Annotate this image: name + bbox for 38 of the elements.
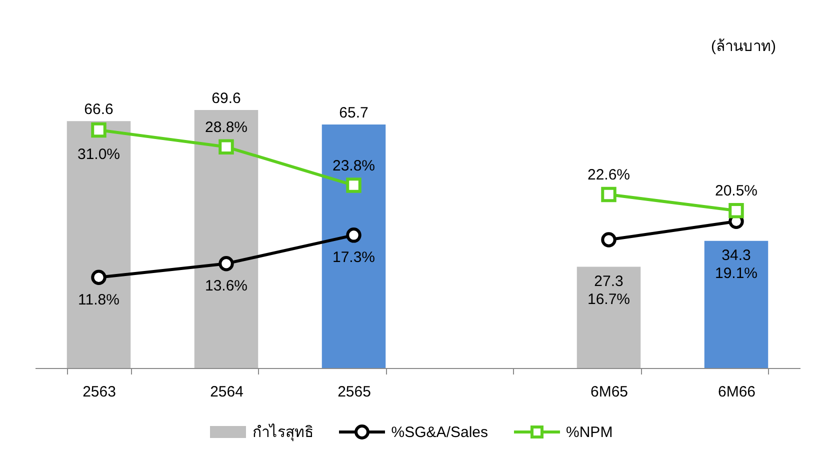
point: [91, 122, 106, 138]
data-label: 65.7: [339, 104, 368, 122]
data-label: 20.5%: [714, 182, 758, 200]
data-label: 13.6%: [204, 278, 248, 295]
bar: [576, 266, 641, 368]
data-label: 66.6: [84, 101, 114, 118]
data-label: 16.7%: [587, 290, 630, 308]
data-label: 28.8%: [204, 118, 248, 136]
data-label: 31.0%: [77, 146, 120, 163]
data-label: 69.6: [212, 90, 241, 107]
x-tick-label: 2564: [210, 384, 244, 400]
data-label: 19.1%: [714, 264, 758, 282]
data-label: 34.3: [722, 246, 751, 264]
data-label: 11.8%: [78, 291, 120, 308]
data-label: 27.3: [594, 272, 624, 290]
bar: [322, 124, 386, 368]
point: [218, 256, 234, 272]
data-label: 23.8%: [332, 157, 376, 174]
point: [218, 139, 234, 155]
point: [346, 228, 362, 243]
point: [346, 178, 362, 193]
point: [728, 202, 744, 218]
x-tick-label: 2565: [338, 384, 371, 400]
legend-label: %SG&A/Sales: [391, 424, 488, 440]
point: [91, 270, 106, 286]
x-tick-label: 6M65: [590, 384, 628, 400]
bar: [66, 121, 131, 368]
bar: [704, 240, 768, 368]
point: [601, 186, 616, 202]
text: (ล้านบาท): [711, 37, 776, 57]
point: [601, 232, 616, 248]
bar: [194, 110, 258, 368]
data-label: 17.3%: [332, 249, 376, 266]
legend-label: %NPM: [566, 424, 613, 440]
x-tick-label: 2563: [82, 384, 116, 400]
x-tick-label: 6M66: [718, 384, 756, 400]
data-label: 22.6%: [587, 166, 630, 184]
legend-label: กำไรสุทธิ: [252, 422, 314, 444]
